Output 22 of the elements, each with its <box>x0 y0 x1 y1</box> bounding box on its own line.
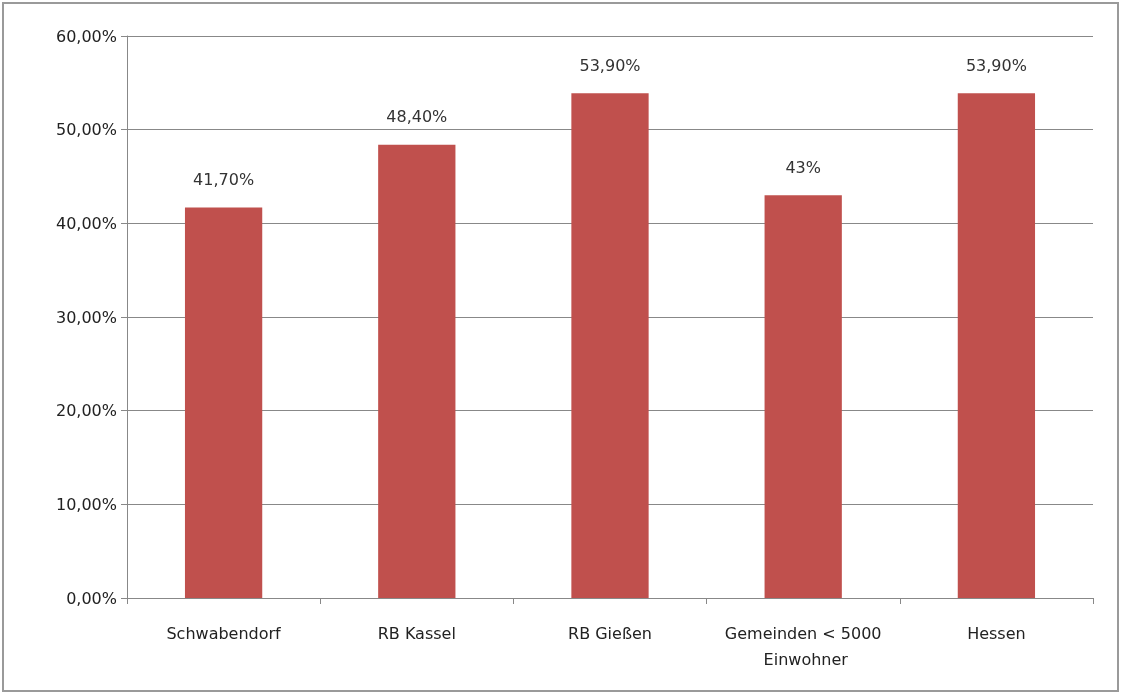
y-tick-label: 50,00% <box>55 120 117 140</box>
bar <box>184 207 263 598</box>
x-tick-label: Gemeinden < 5000 Einwohner <box>724 623 882 669</box>
x-tick-label: Schwabendorf <box>166 623 282 643</box>
y-tick-label: 40,00% <box>55 213 117 233</box>
bar <box>378 144 456 598</box>
y-tick-label: 20,00% <box>55 401 117 421</box>
data-label: 53,90% <box>965 55 1027 75</box>
data-label: 48,40% <box>386 107 448 127</box>
data-label: 41,70% <box>193 169 255 189</box>
x-tick-label: RB Gießen <box>568 623 652 643</box>
y-tick-label: 0,00% <box>66 588 117 608</box>
bar <box>957 93 1036 598</box>
x-tick-label: Hessen <box>967 623 1026 643</box>
y-tick-label: 10,00% <box>55 494 117 514</box>
y-tick-label: 60,00% <box>55 26 117 46</box>
data-label: 53,90% <box>579 55 641 75</box>
x-tick-label: RB Kassel <box>377 623 456 643</box>
bar <box>764 195 842 598</box>
y-tick-label: 30,00% <box>55 307 117 327</box>
data-label: 43% <box>785 157 821 177</box>
bar <box>571 93 649 598</box>
